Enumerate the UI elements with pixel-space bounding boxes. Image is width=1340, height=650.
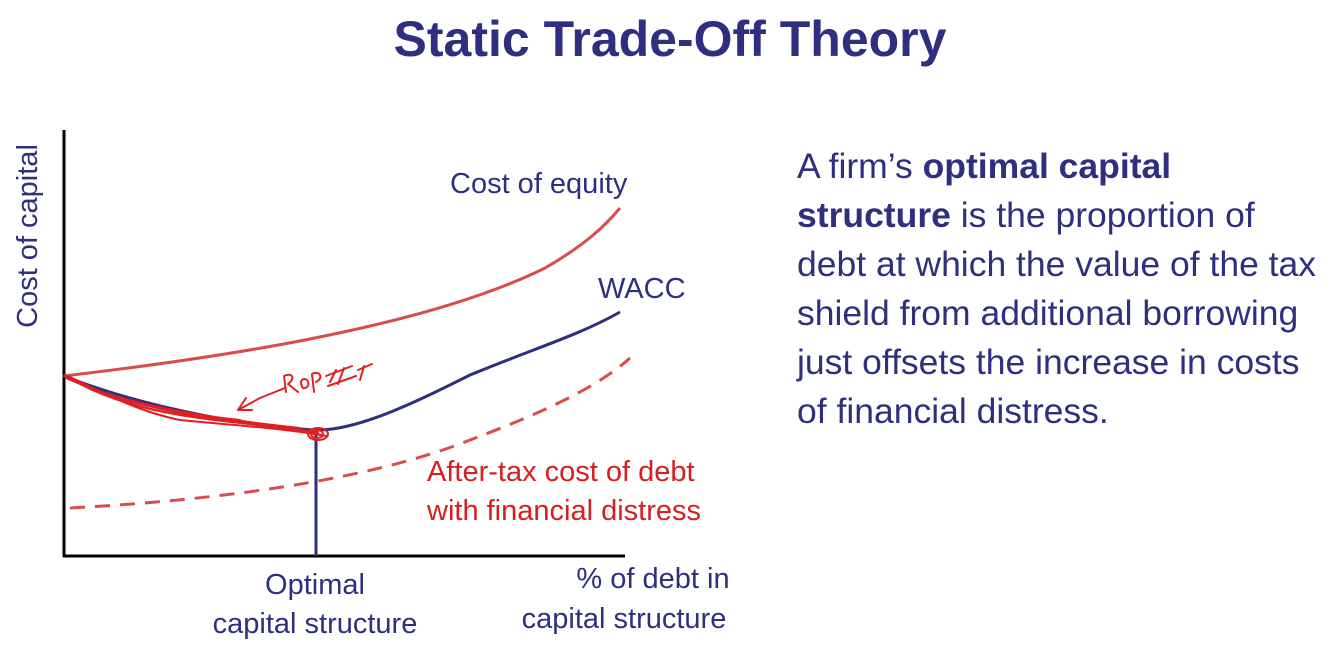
cost-of-equity-curve bbox=[63, 207, 622, 378]
x-axis-label-line2: capital structure bbox=[522, 603, 727, 635]
definition-text: A firm’s optimal capital structure is th… bbox=[797, 142, 1332, 436]
optimal-label-line1: Optimal bbox=[265, 569, 365, 601]
handwritten-scribble bbox=[63, 375, 329, 441]
cost-of-equity-label: Cost of equity bbox=[450, 168, 628, 200]
cost-of-debt-label-line1: After-tax cost of debt bbox=[427, 456, 695, 488]
after-tax-cost-of-debt-curve bbox=[69, 356, 632, 510]
handwritten-annotation-rop-ii bbox=[237, 363, 373, 411]
slide-title: Static Trade-Off Theory bbox=[393, 11, 947, 67]
x-axis-label-line1: % of debt in bbox=[576, 563, 729, 595]
cost-of-capital-chart: Cost of capital Cost of equity WACC Afte… bbox=[12, 130, 730, 640]
definition-rest: is the proportion of debt at which the v… bbox=[797, 195, 1317, 431]
y-axis-label: Cost of capital bbox=[12, 144, 44, 328]
definition-lead: A firm’s bbox=[797, 146, 923, 186]
cost-of-debt-label-line2: with financial distress bbox=[426, 495, 701, 527]
optimal-label-line2: capital structure bbox=[213, 608, 418, 640]
wacc-label: WACC bbox=[598, 273, 686, 305]
definition-term: optimal capital structure bbox=[797, 146, 1172, 235]
